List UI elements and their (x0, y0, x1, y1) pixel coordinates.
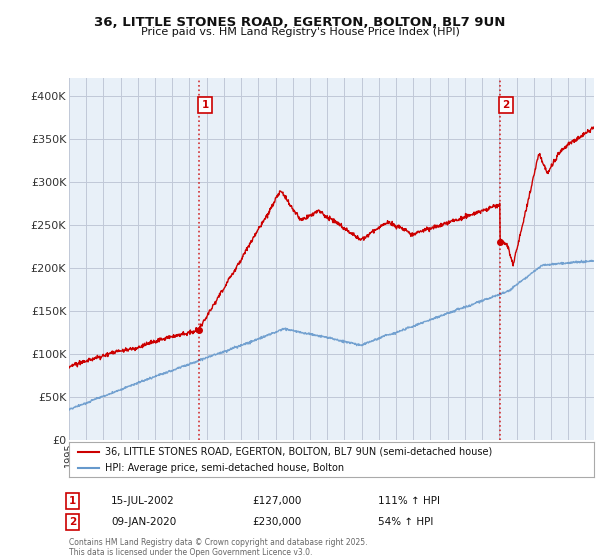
Text: 36, LITTLE STONES ROAD, EGERTON, BOLTON, BL7 9UN (semi-detached house): 36, LITTLE STONES ROAD, EGERTON, BOLTON,… (105, 447, 492, 457)
Text: 111% ↑ HPI: 111% ↑ HPI (378, 496, 440, 506)
Text: HPI: Average price, semi-detached house, Bolton: HPI: Average price, semi-detached house,… (105, 463, 344, 473)
Text: 54% ↑ HPI: 54% ↑ HPI (378, 517, 433, 527)
Text: 1: 1 (69, 496, 76, 506)
Text: Contains HM Land Registry data © Crown copyright and database right 2025.
This d: Contains HM Land Registry data © Crown c… (69, 538, 367, 557)
Text: £127,000: £127,000 (252, 496, 301, 506)
Text: 1: 1 (202, 100, 209, 110)
Text: 2: 2 (69, 517, 76, 527)
Text: 09-JAN-2020: 09-JAN-2020 (111, 517, 176, 527)
Text: Price paid vs. HM Land Registry's House Price Index (HPI): Price paid vs. HM Land Registry's House … (140, 27, 460, 37)
Text: 36, LITTLE STONES ROAD, EGERTON, BOLTON, BL7 9UN: 36, LITTLE STONES ROAD, EGERTON, BOLTON,… (94, 16, 506, 29)
Text: £230,000: £230,000 (252, 517, 301, 527)
Text: 2: 2 (502, 100, 509, 110)
Text: 15-JUL-2002: 15-JUL-2002 (111, 496, 175, 506)
